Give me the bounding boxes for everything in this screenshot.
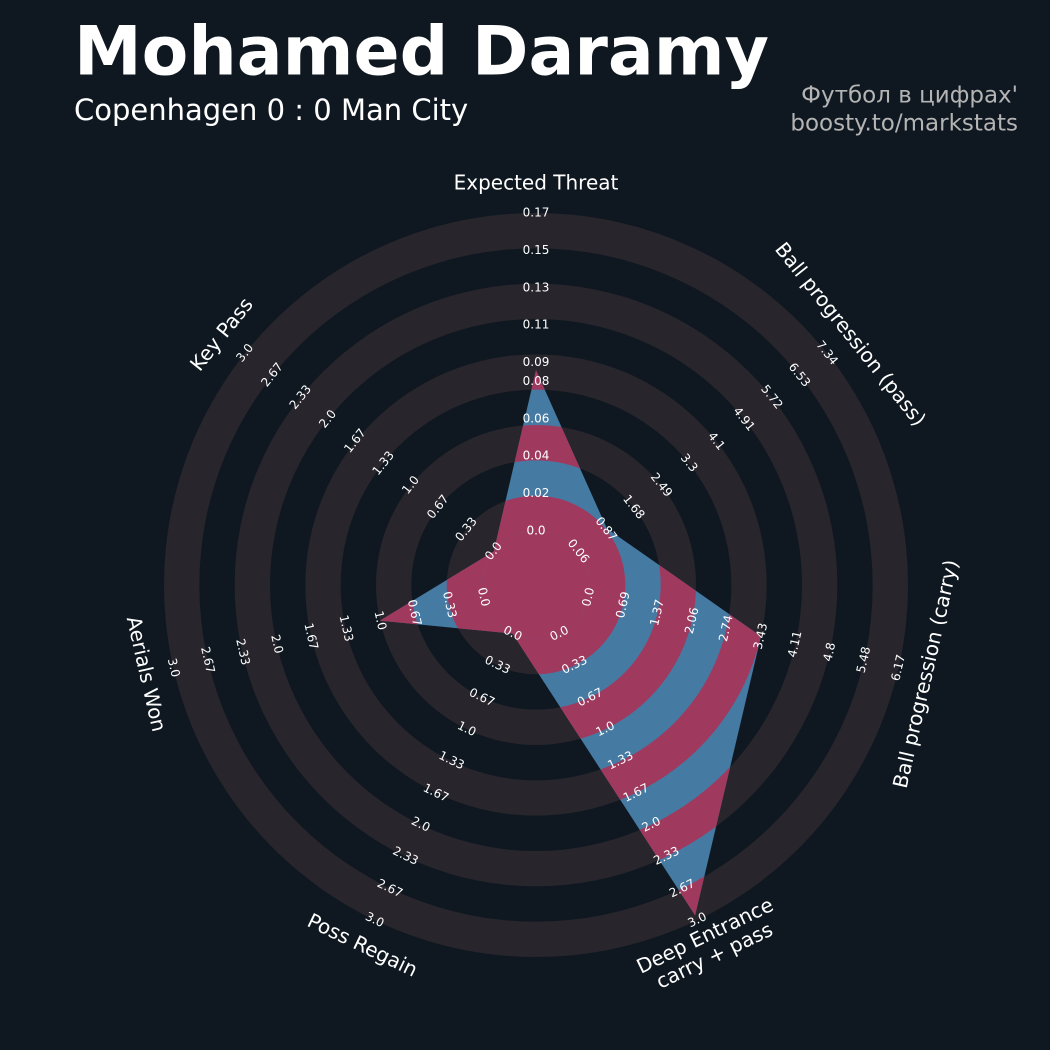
tick-label: 0.69 bbox=[613, 590, 633, 619]
tick-label: 3.0 bbox=[165, 657, 183, 679]
tick-label: 1.37 bbox=[647, 598, 667, 627]
tick-label: 1.0 bbox=[372, 610, 390, 632]
tick-label: 0.08 bbox=[523, 374, 550, 388]
tick-label: 0.17 bbox=[523, 206, 550, 220]
tick-label: 2.74 bbox=[716, 614, 736, 643]
tick-label: 2.33 bbox=[233, 637, 253, 666]
tick-label: 0.13 bbox=[523, 280, 550, 294]
radar: 0.0 0.02 0.04 0.06 0.08 0.09 0.11 0.13 0.15 0.17 0… bbox=[122, 171, 963, 994]
chart-title: Mohamed Daramy bbox=[74, 13, 769, 92]
tick-label: 0.06 bbox=[523, 411, 550, 425]
tick-label: 0.0 bbox=[526, 524, 545, 538]
radar-area-alt bbox=[380, 370, 761, 916]
tick-label: 0.33 bbox=[440, 590, 460, 619]
tick-label: 1.33 bbox=[337, 614, 357, 643]
tick-label: 5.48 bbox=[854, 645, 874, 674]
tick-label: 0.02 bbox=[523, 486, 550, 500]
tick-label: 2.0 bbox=[268, 633, 286, 655]
tick-label: 0.15 bbox=[523, 243, 550, 257]
tick-label: 2.67 bbox=[198, 645, 218, 674]
tick-label: 0.67 bbox=[405, 598, 425, 627]
tick-label: 4.11 bbox=[785, 629, 805, 658]
credit: boosty.to/markstats bbox=[790, 111, 1018, 137]
tick-label: 0.04 bbox=[523, 449, 550, 463]
credit: Футбол в цифрах' bbox=[801, 83, 1018, 109]
tick-label: 4.8 bbox=[820, 641, 838, 663]
tick-label: 0.09 bbox=[523, 355, 550, 369]
tick-label: 3.43 bbox=[751, 622, 771, 651]
chart-subtitle: Copenhagen 0 : 0 Man City bbox=[74, 93, 468, 127]
tick-label: 0.0 bbox=[475, 586, 493, 608]
tick-label: 0.11 bbox=[523, 318, 550, 332]
tick-label: 6.17 bbox=[888, 653, 908, 682]
tick-label: 2.06 bbox=[682, 606, 702, 635]
param-label: Expected Threat bbox=[454, 171, 619, 195]
tick-label: 0.0 bbox=[579, 586, 597, 608]
tick-label: 1.67 bbox=[301, 622, 321, 651]
